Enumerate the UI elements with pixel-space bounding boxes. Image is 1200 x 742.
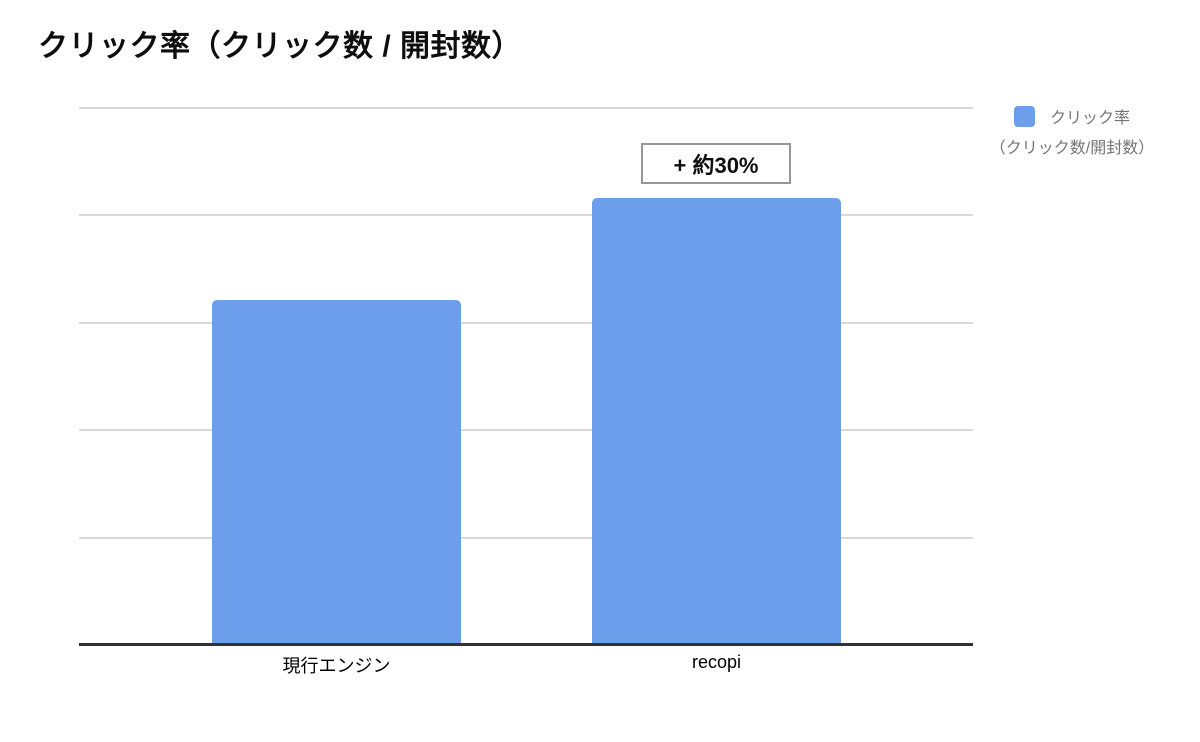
increase-annotation: + 約30% (641, 143, 791, 184)
x-label-current-engine: 現行エンジン (282, 656, 391, 676)
x-label-recopi: recopi (691, 652, 742, 672)
legend: クリック率 （クリック数/開封数） (958, 104, 1186, 158)
plot-area (79, 107, 973, 644)
bar-current-engine (212, 300, 461, 644)
chart-title: クリック率（クリック数 / 開封数） (38, 30, 523, 63)
gridline (79, 214, 973, 216)
legend-swatch-icon (1013, 105, 1035, 127)
x-axis-line (79, 643, 973, 646)
legend-label-line1: クリック率 (1049, 110, 1130, 127)
gridline (79, 429, 973, 431)
gridline (79, 107, 973, 109)
gridline (79, 322, 973, 324)
legend-entry: クリック率 (958, 104, 1186, 128)
bar-recopi (592, 198, 841, 644)
legend-label-line2: （クリック数/開封数） (989, 140, 1155, 157)
increase-annotation-text: + 約30% (673, 152, 759, 178)
gridline (79, 537, 973, 539)
